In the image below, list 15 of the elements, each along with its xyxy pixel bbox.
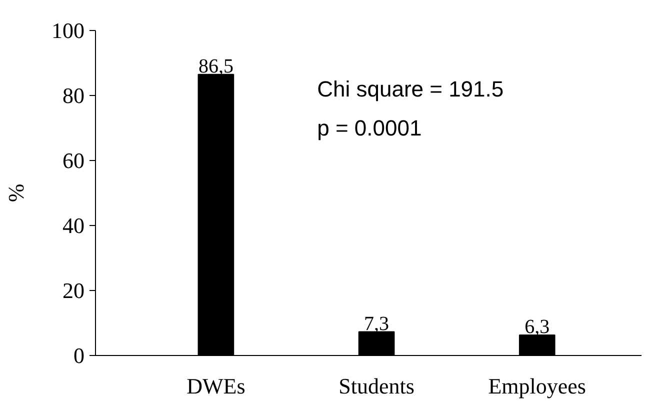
y-tick-label: 100 bbox=[52, 18, 84, 43]
y-tick-label: 60 bbox=[62, 148, 84, 173]
x-tick-label: Students bbox=[338, 374, 414, 398]
y-axis-title: % bbox=[4, 184, 28, 202]
data-label: 6,3 bbox=[524, 316, 550, 338]
annotation: Chi square = 191.5 bbox=[317, 76, 504, 102]
y-tick-label: 40 bbox=[62, 213, 84, 238]
x-tick-label: Employees bbox=[488, 374, 586, 398]
x-tick-label: DWEs bbox=[186, 374, 246, 398]
data-label: 86,5 bbox=[198, 55, 234, 78]
y-tick-label: 0 bbox=[74, 343, 84, 368]
data-label: 7,3 bbox=[364, 312, 390, 335]
annotation: p = 0.0001 bbox=[317, 116, 422, 140]
y-tick-label: 20 bbox=[62, 278, 84, 303]
y-tick-label: 80 bbox=[62, 83, 84, 108]
